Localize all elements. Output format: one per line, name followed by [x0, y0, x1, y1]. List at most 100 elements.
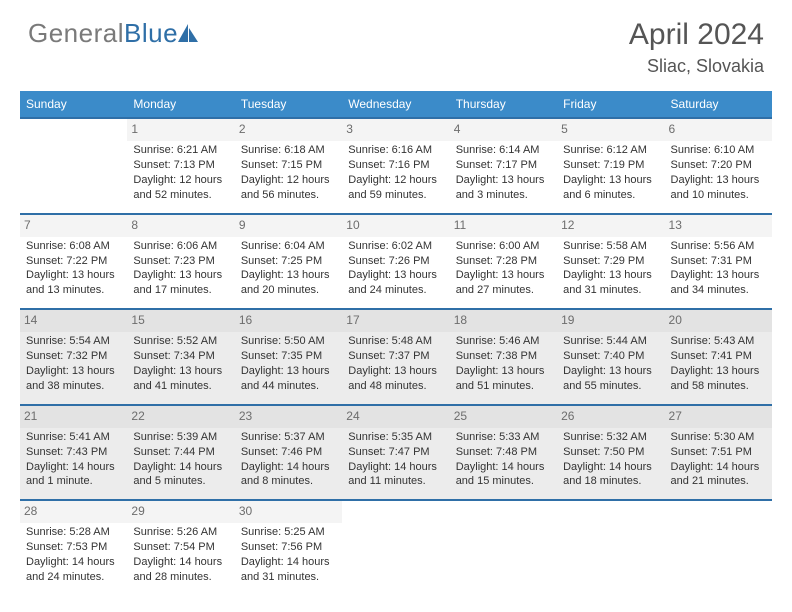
sunrise-text: Sunrise: 5:35 AM	[348, 430, 443, 445]
day-cell: 4Sunrise: 6:14 AMSunset: 7:17 PMDaylight…	[450, 118, 557, 214]
dow-thu: Thursday	[450, 91, 557, 118]
day-cell: 16Sunrise: 5:50 AMSunset: 7:35 PMDayligh…	[235, 309, 342, 405]
sunset-text: Sunset: 7:31 PM	[671, 254, 766, 269]
day-number: 23	[239, 408, 338, 424]
day-number: 19	[561, 312, 660, 328]
sunset-text: Sunset: 7:16 PM	[348, 158, 443, 173]
sunrise-text: Sunrise: 5:48 AM	[348, 334, 443, 349]
sunrise-text: Sunrise: 5:44 AM	[563, 334, 658, 349]
day-number: 26	[561, 408, 660, 424]
sunrise-text: Sunrise: 5:39 AM	[133, 430, 228, 445]
day-number-strip: 13	[665, 215, 772, 237]
daylight-text: Daylight: 14 hours and 11 minutes.	[348, 460, 443, 490]
day-number-strip: 17	[342, 310, 449, 332]
daylight-text: Daylight: 13 hours and 24 minutes.	[348, 268, 443, 298]
sunset-text: Sunset: 7:37 PM	[348, 349, 443, 364]
daylight-text: Daylight: 13 hours and 13 minutes.	[26, 268, 121, 298]
day-number: 16	[239, 312, 338, 328]
day-cell	[557, 500, 664, 595]
daylight-text: Daylight: 13 hours and 3 minutes.	[456, 173, 551, 203]
sunset-text: Sunset: 7:23 PM	[133, 254, 228, 269]
day-cell: 30Sunrise: 5:25 AMSunset: 7:56 PMDayligh…	[235, 500, 342, 595]
day-number-strip: 11	[450, 215, 557, 237]
day-number-strip: 21	[20, 406, 127, 428]
sunset-text: Sunset: 7:29 PM	[563, 254, 658, 269]
daylight-text: Daylight: 12 hours and 56 minutes.	[241, 173, 336, 203]
day-number: 30	[239, 503, 338, 519]
day-cell: 17Sunrise: 5:48 AMSunset: 7:37 PMDayligh…	[342, 309, 449, 405]
day-cell: 8Sunrise: 6:06 AMSunset: 7:23 PMDaylight…	[127, 214, 234, 310]
daylight-text: Daylight: 14 hours and 15 minutes.	[456, 460, 551, 490]
sunrise-text: Sunrise: 5:54 AM	[26, 334, 121, 349]
day-number: 1	[131, 121, 230, 137]
day-number: 14	[24, 312, 123, 328]
day-number: 21	[24, 408, 123, 424]
day-cell: 15Sunrise: 5:52 AMSunset: 7:34 PMDayligh…	[127, 309, 234, 405]
day-number-strip: 27	[665, 406, 772, 428]
sunrise-text: Sunrise: 5:32 AM	[563, 430, 658, 445]
day-number-strip: 25	[450, 406, 557, 428]
day-number-strip: 26	[557, 406, 664, 428]
day-number: 11	[454, 217, 553, 233]
day-number-strip: 4	[450, 119, 557, 141]
day-cell: 13Sunrise: 5:56 AMSunset: 7:31 PMDayligh…	[665, 214, 772, 310]
day-cell: 29Sunrise: 5:26 AMSunset: 7:54 PMDayligh…	[127, 500, 234, 595]
sunset-text: Sunset: 7:15 PM	[241, 158, 336, 173]
sunset-text: Sunset: 7:28 PM	[456, 254, 551, 269]
dow-fri: Friday	[557, 91, 664, 118]
sunrise-text: Sunrise: 6:06 AM	[133, 239, 228, 254]
day-number-strip: 19	[557, 310, 664, 332]
sunset-text: Sunset: 7:43 PM	[26, 445, 121, 460]
day-number: 27	[669, 408, 768, 424]
sunrise-text: Sunrise: 6:10 AM	[671, 143, 766, 158]
sunset-text: Sunset: 7:50 PM	[563, 445, 658, 460]
week-row: 1Sunrise: 6:21 AMSunset: 7:13 PMDaylight…	[20, 118, 772, 214]
day-number: 28	[24, 503, 123, 519]
day-number-strip: 12	[557, 215, 664, 237]
day-cell: 23Sunrise: 5:37 AMSunset: 7:46 PMDayligh…	[235, 405, 342, 501]
day-number-strip: 30	[235, 501, 342, 523]
sunrise-text: Sunrise: 5:37 AM	[241, 430, 336, 445]
sunset-text: Sunset: 7:26 PM	[348, 254, 443, 269]
day-cell: 6Sunrise: 6:10 AMSunset: 7:20 PMDaylight…	[665, 118, 772, 214]
dow-sun: Sunday	[20, 91, 127, 118]
day-number-strip: 15	[127, 310, 234, 332]
sunset-text: Sunset: 7:13 PM	[133, 158, 228, 173]
day-cell: 14Sunrise: 5:54 AMSunset: 7:32 PMDayligh…	[20, 309, 127, 405]
sunset-text: Sunset: 7:38 PM	[456, 349, 551, 364]
sunrise-text: Sunrise: 5:50 AM	[241, 334, 336, 349]
day-cell: 25Sunrise: 5:33 AMSunset: 7:48 PMDayligh…	[450, 405, 557, 501]
day-number-strip: 8	[127, 215, 234, 237]
day-cell	[342, 500, 449, 595]
logo-text: GeneralBlue	[28, 18, 178, 49]
sunrise-text: Sunrise: 5:26 AM	[133, 525, 228, 540]
day-number: 3	[346, 121, 445, 137]
dow-tue: Tuesday	[235, 91, 342, 118]
sunrise-text: Sunrise: 6:18 AM	[241, 143, 336, 158]
sunrise-text: Sunrise: 5:30 AM	[671, 430, 766, 445]
daylight-text: Daylight: 13 hours and 27 minutes.	[456, 268, 551, 298]
day-number-strip: 6	[665, 119, 772, 141]
sunrise-text: Sunrise: 5:46 AM	[456, 334, 551, 349]
daylight-text: Daylight: 14 hours and 8 minutes.	[241, 460, 336, 490]
day-cell: 11Sunrise: 6:00 AMSunset: 7:28 PMDayligh…	[450, 214, 557, 310]
sunrise-text: Sunrise: 5:52 AM	[133, 334, 228, 349]
day-cell: 21Sunrise: 5:41 AMSunset: 7:43 PMDayligh…	[20, 405, 127, 501]
day-number-strip: 20	[665, 310, 772, 332]
day-number-strip: 2	[235, 119, 342, 141]
day-number-strip: 16	[235, 310, 342, 332]
daylight-text: Daylight: 13 hours and 38 minutes.	[26, 364, 121, 394]
week-row: 14Sunrise: 5:54 AMSunset: 7:32 PMDayligh…	[20, 309, 772, 405]
sunrise-text: Sunrise: 5:58 AM	[563, 239, 658, 254]
sunset-text: Sunset: 7:44 PM	[133, 445, 228, 460]
day-number-strip: 5	[557, 119, 664, 141]
day-cell: 19Sunrise: 5:44 AMSunset: 7:40 PMDayligh…	[557, 309, 664, 405]
day-number: 9	[239, 217, 338, 233]
sunrise-text: Sunrise: 5:28 AM	[26, 525, 121, 540]
location: Sliac, Slovakia	[629, 56, 764, 77]
daylight-text: Daylight: 12 hours and 59 minutes.	[348, 173, 443, 203]
day-number: 5	[561, 121, 660, 137]
day-number-strip: 18	[450, 310, 557, 332]
day-number-strip: 23	[235, 406, 342, 428]
daylight-text: Daylight: 13 hours and 41 minutes.	[133, 364, 228, 394]
